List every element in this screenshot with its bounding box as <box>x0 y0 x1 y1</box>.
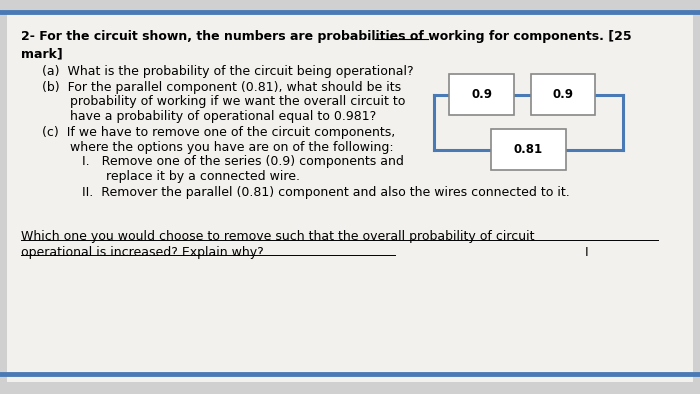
Text: 0.9: 0.9 <box>552 88 573 101</box>
FancyBboxPatch shape <box>7 12 693 382</box>
Text: operational is increased? Explain why?: operational is increased? Explain why? <box>21 246 264 259</box>
Text: II.  Remover the parallel (0.81) component and also the wires connected to it.: II. Remover the parallel (0.81) componen… <box>42 186 570 199</box>
Text: 0.9: 0.9 <box>471 88 492 101</box>
Text: Which one you would choose to remove such that the overall probability of circui: Which one you would choose to remove suc… <box>21 230 535 243</box>
Text: I.   Remove one of the series (0.9) components and: I. Remove one of the series (0.9) compon… <box>42 155 404 168</box>
Text: 0.81: 0.81 <box>514 143 543 156</box>
Text: (a)  What is the probability of the circuit being operational?: (a) What is the probability of the circu… <box>42 65 414 78</box>
Text: I: I <box>584 246 588 259</box>
Text: (c)  If we have to remove one of the circuit components,: (c) If we have to remove one of the circ… <box>42 126 395 139</box>
FancyBboxPatch shape <box>531 74 595 115</box>
Text: have a probability of operational equal to 0.981?: have a probability of operational equal … <box>42 110 377 123</box>
FancyBboxPatch shape <box>491 129 566 170</box>
Text: probability of working if we want the overall circuit to: probability of working if we want the ov… <box>42 95 405 108</box>
Text: replace it by a connected wire.: replace it by a connected wire. <box>42 170 300 183</box>
Text: where the options you have are on of the following:: where the options you have are on of the… <box>42 141 393 154</box>
Text: mark]: mark] <box>21 47 63 60</box>
Text: 2- For the circuit shown, the numbers are probabilities of working for component: 2- For the circuit shown, the numbers ar… <box>21 30 631 43</box>
FancyBboxPatch shape <box>449 74 514 115</box>
Text: (b)  For the parallel component (0.81), what should be its: (b) For the parallel component (0.81), w… <box>42 81 401 94</box>
